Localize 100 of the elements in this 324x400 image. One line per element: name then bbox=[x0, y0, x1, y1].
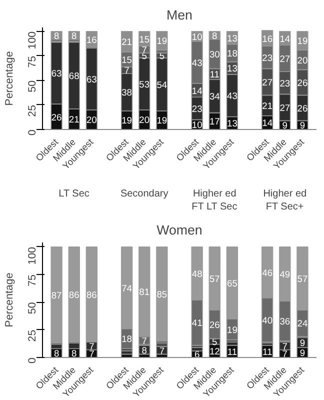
y-tick-label: 75 bbox=[26, 56, 38, 68]
data-label: 27 bbox=[262, 77, 273, 88]
data-label: 20 bbox=[297, 55, 308, 66]
data-label: 20 bbox=[86, 115, 97, 126]
data-label: 19 bbox=[297, 36, 308, 46]
data-label: 7 bbox=[89, 341, 94, 352]
text: Secondary bbox=[120, 188, 168, 200]
data-label: 8 bbox=[54, 30, 60, 41]
data-label: 7 bbox=[282, 349, 288, 360]
data-label: 9 bbox=[300, 348, 306, 358]
chart-title: Men bbox=[166, 8, 192, 22]
data-label: 19 bbox=[156, 36, 168, 46]
data-label: 63 bbox=[51, 68, 62, 79]
data-label: 21 bbox=[68, 114, 80, 125]
data-label: 38 bbox=[122, 88, 132, 98]
data-label: 74 bbox=[122, 283, 132, 294]
data-label: 46 bbox=[262, 268, 273, 278]
data-label: 23 bbox=[262, 52, 273, 63]
data-label: 8 bbox=[142, 345, 147, 356]
data-label: 30 bbox=[209, 49, 220, 60]
data-label: 15 bbox=[122, 54, 132, 65]
data-label: 8 bbox=[212, 30, 218, 41]
data-label: 19 bbox=[122, 116, 132, 126]
data-label: 68 bbox=[68, 71, 80, 82]
y-axis-title: Percentage bbox=[4, 51, 16, 106]
data-label: 43 bbox=[192, 58, 202, 68]
data-label: 16 bbox=[86, 34, 97, 45]
data-label: 40 bbox=[262, 315, 273, 326]
y-tick-label: 25 bbox=[26, 104, 38, 117]
y-tick-label: 50 bbox=[26, 302, 38, 314]
data-label: 54 bbox=[156, 80, 168, 90]
data-label: 86 bbox=[68, 290, 80, 300]
data-label: 7 bbox=[159, 346, 165, 356]
data-label: 14 bbox=[262, 118, 273, 128]
data-label: 12 bbox=[209, 346, 220, 356]
data-label: 53 bbox=[139, 79, 150, 90]
y-tick-label: 0 bbox=[26, 357, 38, 364]
data-label: 27 bbox=[280, 102, 290, 113]
data-label: 86 bbox=[86, 290, 97, 300]
data-label: 26 bbox=[209, 320, 220, 330]
text: Higher ed FT LT Sec bbox=[192, 188, 238, 213]
y-tick-label: 50 bbox=[26, 80, 38, 92]
data-label: 26 bbox=[51, 112, 62, 122]
data-label: 18 bbox=[227, 48, 238, 58]
data-label: 7 bbox=[89, 349, 94, 360]
data-label: 8 bbox=[72, 30, 77, 41]
data-label: 34 bbox=[209, 92, 220, 102]
y-tick-label: 100 bbox=[26, 31, 38, 50]
data-label: 41 bbox=[192, 318, 202, 328]
data-label: 21 bbox=[122, 37, 132, 48]
data-label: 10 bbox=[192, 32, 202, 42]
data-label: 48 bbox=[192, 268, 202, 279]
data-label: 19 bbox=[156, 116, 168, 126]
data-label: 21 bbox=[262, 100, 273, 111]
data-label: 11 bbox=[262, 346, 272, 357]
data-label: 8 bbox=[54, 348, 60, 359]
data-label: 20 bbox=[139, 115, 150, 126]
y-axis-title: Percentage bbox=[4, 272, 16, 328]
data-label: 27 bbox=[280, 54, 290, 64]
data-label: 15 bbox=[139, 34, 150, 44]
data-label: 19 bbox=[227, 324, 238, 335]
y-tick-label: 75 bbox=[26, 274, 38, 286]
data-label: 13 bbox=[227, 33, 238, 44]
data-label: 57 bbox=[209, 274, 220, 284]
data-label: 9 bbox=[300, 338, 306, 348]
data-label: 7 bbox=[124, 66, 130, 76]
data-label: 11 bbox=[227, 346, 238, 357]
chart-title: Women bbox=[156, 222, 202, 238]
data-label: 9 bbox=[282, 120, 288, 131]
data-label: 7 bbox=[142, 336, 147, 346]
data-label: 7 bbox=[282, 341, 288, 352]
text: LT Sec bbox=[58, 188, 90, 200]
data-label: 36 bbox=[280, 316, 290, 327]
data-label: 24 bbox=[297, 318, 308, 329]
data-label: 8 bbox=[72, 348, 77, 359]
data-label: 18 bbox=[122, 334, 132, 344]
data-label: 9 bbox=[300, 120, 306, 131]
data-label: 16 bbox=[262, 34, 273, 44]
data-label: 49 bbox=[280, 270, 290, 280]
data-label: 26 bbox=[297, 78, 308, 88]
data-label: 87 bbox=[51, 290, 62, 301]
data-label: 11 bbox=[210, 70, 220, 80]
y-tick-label: 100 bbox=[26, 246, 38, 265]
data-label: 23 bbox=[192, 104, 202, 114]
data-label: 14 bbox=[280, 34, 290, 44]
data-label: 57 bbox=[297, 274, 308, 284]
y-tick-label: 25 bbox=[26, 330, 38, 342]
data-label: 13 bbox=[227, 118, 238, 129]
data-label: 14 bbox=[192, 86, 202, 96]
data-label: 13 bbox=[227, 64, 238, 74]
text: Higher ed FT Sec+ bbox=[263, 188, 307, 213]
data-label: 17 bbox=[209, 116, 220, 127]
data-label: 43 bbox=[227, 91, 238, 102]
data-label: 10 bbox=[192, 120, 202, 130]
data-label: 63 bbox=[86, 74, 97, 84]
data-label: 26 bbox=[297, 103, 308, 114]
data-label: 65 bbox=[227, 278, 238, 288]
data-label: 85 bbox=[156, 289, 168, 300]
y-tick-label: 0 bbox=[26, 129, 38, 136]
data-label: 23 bbox=[280, 78, 290, 88]
